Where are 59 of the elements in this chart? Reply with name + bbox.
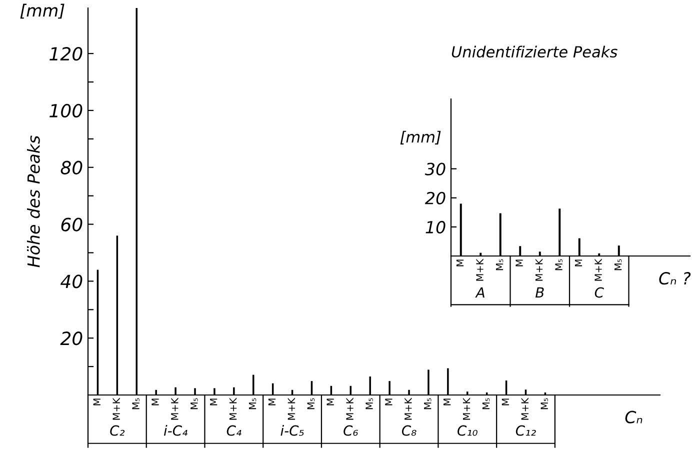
x-tick-label: M₅ [482, 398, 490, 410]
x-tick-label: M₅ [132, 398, 140, 410]
x-tick-label: M₅ [307, 398, 315, 410]
x-tick-label: M₅ [555, 259, 562, 270]
x-axis-title: Cₙ ? [659, 272, 691, 285]
text: C₄ [226, 425, 242, 436]
x-tick-label: M+K [112, 398, 120, 420]
text: C₁₀ [458, 425, 478, 436]
x-tick-label: M [516, 260, 523, 266]
y-tick-label: 30 [424, 162, 446, 176]
x-tick-label: M [210, 398, 218, 406]
y-tick-label: 20 [60, 332, 82, 346]
x-tick-label: M₅ [366, 398, 373, 410]
x-tick-label: M [444, 398, 451, 406]
text: C₈ [402, 425, 416, 436]
text: C₂ [110, 425, 125, 436]
y-tick-label: 120 [50, 46, 82, 61]
x-axis-title: Cₙ [625, 410, 642, 424]
y-tick-label: 10 [426, 220, 446, 234]
x-tick-label: M [502, 398, 509, 406]
x-tick-label: M₅ [540, 398, 548, 410]
x-tick-label: M₅ [190, 398, 198, 410]
x-tick-label: M₅ [424, 398, 432, 410]
text: C [594, 287, 604, 298]
x-tick-label: M+K [230, 398, 237, 420]
x-tick-label: M [385, 398, 392, 406]
x-tick-label: M+K [535, 258, 543, 281]
y-tick-label: 80 [60, 160, 82, 174]
x-tick-label: M [456, 260, 464, 266]
chart-title: Unidentifizierte Peaks [452, 46, 618, 58]
annotation: B [535, 287, 544, 298]
x-tick-label: M [268, 398, 276, 406]
x-tick-label: M+K [476, 258, 484, 281]
text: C₆ [344, 425, 358, 436]
x-tick-label: M+K [521, 398, 528, 420]
text: [mm] [20, 4, 64, 19]
x-tick-label: M+K [288, 398, 295, 420]
annotation: A [475, 287, 484, 298]
text: i-C₅ [280, 425, 304, 436]
y-tick-label: 60 [61, 218, 82, 232]
x-tick-label: M+K [346, 398, 354, 420]
x-tick-label: M₅ [496, 259, 504, 270]
x-tick-label: M [152, 398, 159, 406]
x-tick-label: M+K [404, 398, 412, 420]
x-tick-label: M₅ [248, 398, 256, 410]
text: i-C₄ [164, 425, 188, 436]
annotation: [mm] [400, 130, 441, 144]
x-tick-label: M+K [462, 398, 470, 420]
text: C₁₂ [516, 425, 536, 436]
x-tick-label: M [93, 398, 100, 406]
x-tick-label: M [326, 398, 334, 406]
x-tick-label: M+K [171, 398, 178, 420]
y-axis-title: Höhe des Peaks [26, 136, 40, 268]
y-tick-label: 20 [424, 192, 446, 204]
y-tick-label: 100 [50, 104, 82, 118]
x-tick-label: M+K [594, 258, 602, 281]
x-tick-label: M₅ [614, 259, 622, 270]
x-tick-label: M [574, 260, 582, 266]
y-tick-label: 40 [60, 274, 82, 288]
